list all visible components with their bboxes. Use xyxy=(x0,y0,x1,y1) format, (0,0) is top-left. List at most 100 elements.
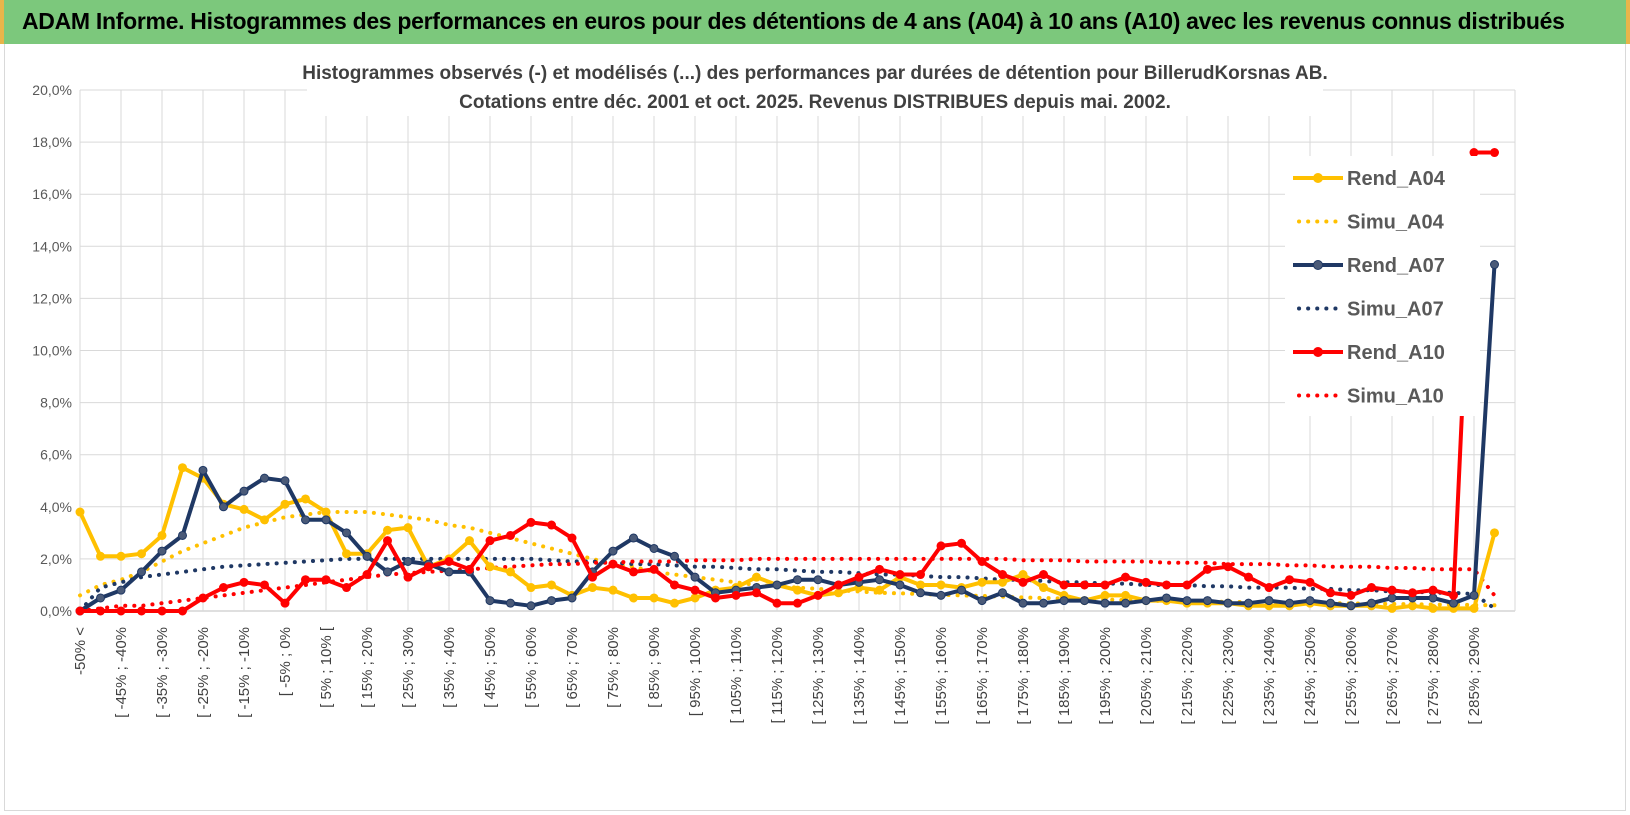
legend-marker xyxy=(1313,173,1323,183)
data-point xyxy=(342,583,351,593)
y-tick-label: 14,0% xyxy=(32,238,72,254)
x-tick-label: [ 165% ; 170% xyxy=(974,627,991,725)
data-point xyxy=(1223,598,1233,608)
data-point xyxy=(1182,596,1192,606)
data-point xyxy=(1039,598,1048,608)
x-tick-label: [ 265% ; 270% xyxy=(1384,627,1401,725)
data-point xyxy=(1100,590,1110,600)
data-point xyxy=(75,606,85,616)
series-rend-a10 xyxy=(75,148,1499,616)
data-point xyxy=(1244,598,1253,608)
data-point xyxy=(772,598,782,608)
data-point xyxy=(116,606,126,616)
data-point xyxy=(690,572,700,582)
data-point xyxy=(936,580,946,590)
data-point xyxy=(342,528,351,538)
series-line xyxy=(78,465,1497,611)
data-point xyxy=(526,517,536,527)
data-point xyxy=(1387,603,1397,613)
data-point xyxy=(321,575,331,585)
data-point xyxy=(916,570,925,580)
data-point xyxy=(670,551,679,561)
data-point xyxy=(1039,570,1048,580)
data-point xyxy=(1264,583,1274,593)
data-point xyxy=(239,486,249,496)
data-point xyxy=(506,567,515,577)
data-point xyxy=(547,520,556,530)
data-point xyxy=(116,551,126,561)
data-point xyxy=(157,606,167,616)
data-point xyxy=(137,606,146,616)
x-tick-label: [ 225% ; 230% xyxy=(1220,627,1237,725)
data-point xyxy=(977,596,987,606)
data-point xyxy=(1367,583,1376,593)
data-point xyxy=(1469,590,1479,600)
data-point xyxy=(321,507,331,517)
data-point xyxy=(178,606,187,616)
x-tick-label: [ 145% ; 150% xyxy=(892,627,909,725)
data-point xyxy=(1346,601,1356,611)
data-point xyxy=(1305,596,1315,606)
data-point xyxy=(1408,588,1417,598)
series-line xyxy=(78,556,1497,613)
data-point xyxy=(526,583,536,593)
data-point xyxy=(670,580,679,590)
data-point xyxy=(1490,528,1499,538)
data-point xyxy=(1449,590,1458,600)
data-point xyxy=(1182,580,1192,590)
data-point xyxy=(1285,575,1294,585)
chart-title-line-2: Cotations entre déc. 2001 et oct. 2025. … xyxy=(459,92,1171,113)
data-point xyxy=(1162,593,1171,603)
data-point xyxy=(1326,598,1335,608)
data-point xyxy=(219,502,228,512)
data-point xyxy=(649,593,659,603)
legend-label: Rend_A10 xyxy=(1347,342,1445,364)
x-tick-label: [ 255% ; 260% xyxy=(1343,627,1360,725)
x-tick-label: [ 35% ; 40% xyxy=(441,627,458,708)
data-point xyxy=(1141,577,1151,587)
data-point xyxy=(424,562,433,572)
data-point xyxy=(1141,596,1151,606)
data-point xyxy=(403,557,413,567)
chart-title-background xyxy=(307,54,1323,116)
data-point xyxy=(936,541,946,551)
legend-label: Simu_A10 xyxy=(1347,386,1444,408)
data-point xyxy=(1449,598,1458,608)
data-point xyxy=(1018,598,1028,608)
data-point xyxy=(157,546,167,556)
y-tick-label: 10,0% xyxy=(32,343,72,359)
data-point xyxy=(1428,593,1438,603)
x-tick-label: [ -15% ; -10% xyxy=(236,627,253,718)
data-point xyxy=(793,585,802,595)
data-point xyxy=(239,577,249,587)
data-point xyxy=(1408,601,1417,611)
data-point xyxy=(1346,590,1356,600)
data-point xyxy=(280,598,290,608)
x-tick-label: [ 115% ; 120% xyxy=(769,627,786,723)
legend-label: Simu_A04 xyxy=(1347,212,1445,234)
data-point xyxy=(998,577,1007,587)
x-tick-label: [ 5% ; 10% [ xyxy=(318,626,335,708)
data-point xyxy=(1100,598,1110,608)
data-point xyxy=(157,530,167,540)
x-tick-label: [ 55% ; 60% xyxy=(523,627,540,708)
data-point xyxy=(957,585,966,595)
data-point xyxy=(875,564,884,574)
x-tick-label: [ -35% ; -30% xyxy=(154,627,171,718)
data-point xyxy=(362,570,372,580)
data-point xyxy=(198,593,208,603)
y-tick-label: 2,0% xyxy=(40,551,72,567)
data-point xyxy=(383,536,392,546)
data-point xyxy=(772,580,782,590)
legend-label: Rend_A04 xyxy=(1347,168,1446,190)
legend-marker xyxy=(1313,347,1323,357)
chart-frame: 0,0% 2,0% 4,0% 6,0% 8,0% 10,0% 12,0% 14,0% 16,0%… xyxy=(4,44,1626,811)
x-tick-label: [ 235% ; 240% xyxy=(1261,627,1278,725)
y-tick-label: 6,0% xyxy=(40,447,72,463)
x-tick-label: [ 105% ; 110% xyxy=(728,627,745,723)
x-tick-label: [ -25% ; -20% xyxy=(195,627,212,718)
data-point xyxy=(1162,580,1171,590)
data-point xyxy=(998,588,1007,598)
y-tick-label: 18,0% xyxy=(32,134,72,150)
data-point xyxy=(649,564,659,574)
